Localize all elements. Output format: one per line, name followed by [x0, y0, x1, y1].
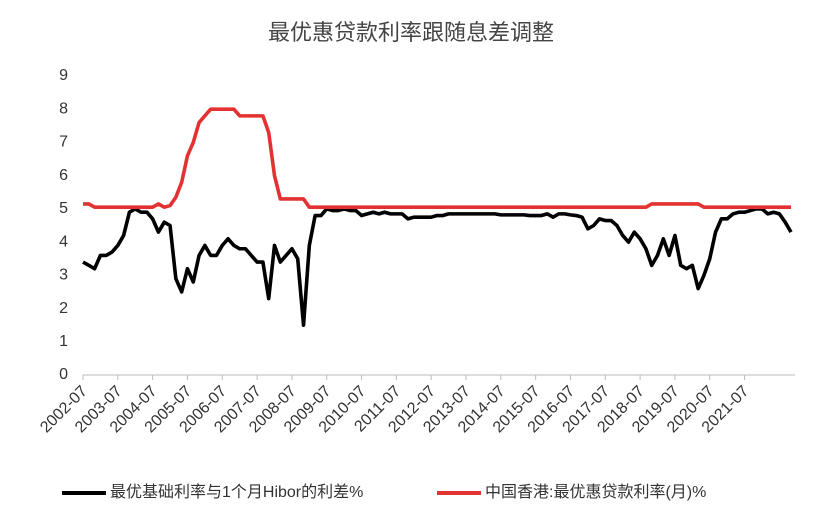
y-tick-label: 7	[59, 134, 68, 151]
series-line	[82, 207, 793, 327]
y-tick-label: 2	[59, 300, 68, 317]
y-tick-label: 5	[59, 200, 68, 217]
series-line	[83, 107, 791, 210]
legend-label: 最优基础利率与1个月Hibor的利差%	[110, 483, 363, 501]
y-tick-label: 8	[59, 100, 68, 117]
y-tick-label: 0	[59, 366, 68, 383]
y-tick-label: 4	[59, 233, 68, 250]
chart-title: 最优惠贷款利率跟随息差调整	[268, 20, 554, 45]
y-tick-label: 6	[59, 167, 68, 184]
legend-label: 中国香港:最优惠贷款利率(月)%	[485, 483, 706, 501]
y-tick-label: 3	[59, 267, 68, 284]
y-tick-label: 9	[59, 67, 68, 84]
y-tick-label: 1	[59, 333, 68, 350]
